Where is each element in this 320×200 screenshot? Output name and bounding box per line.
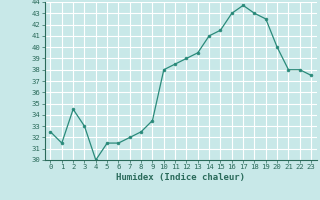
X-axis label: Humidex (Indice chaleur): Humidex (Indice chaleur): [116, 173, 245, 182]
